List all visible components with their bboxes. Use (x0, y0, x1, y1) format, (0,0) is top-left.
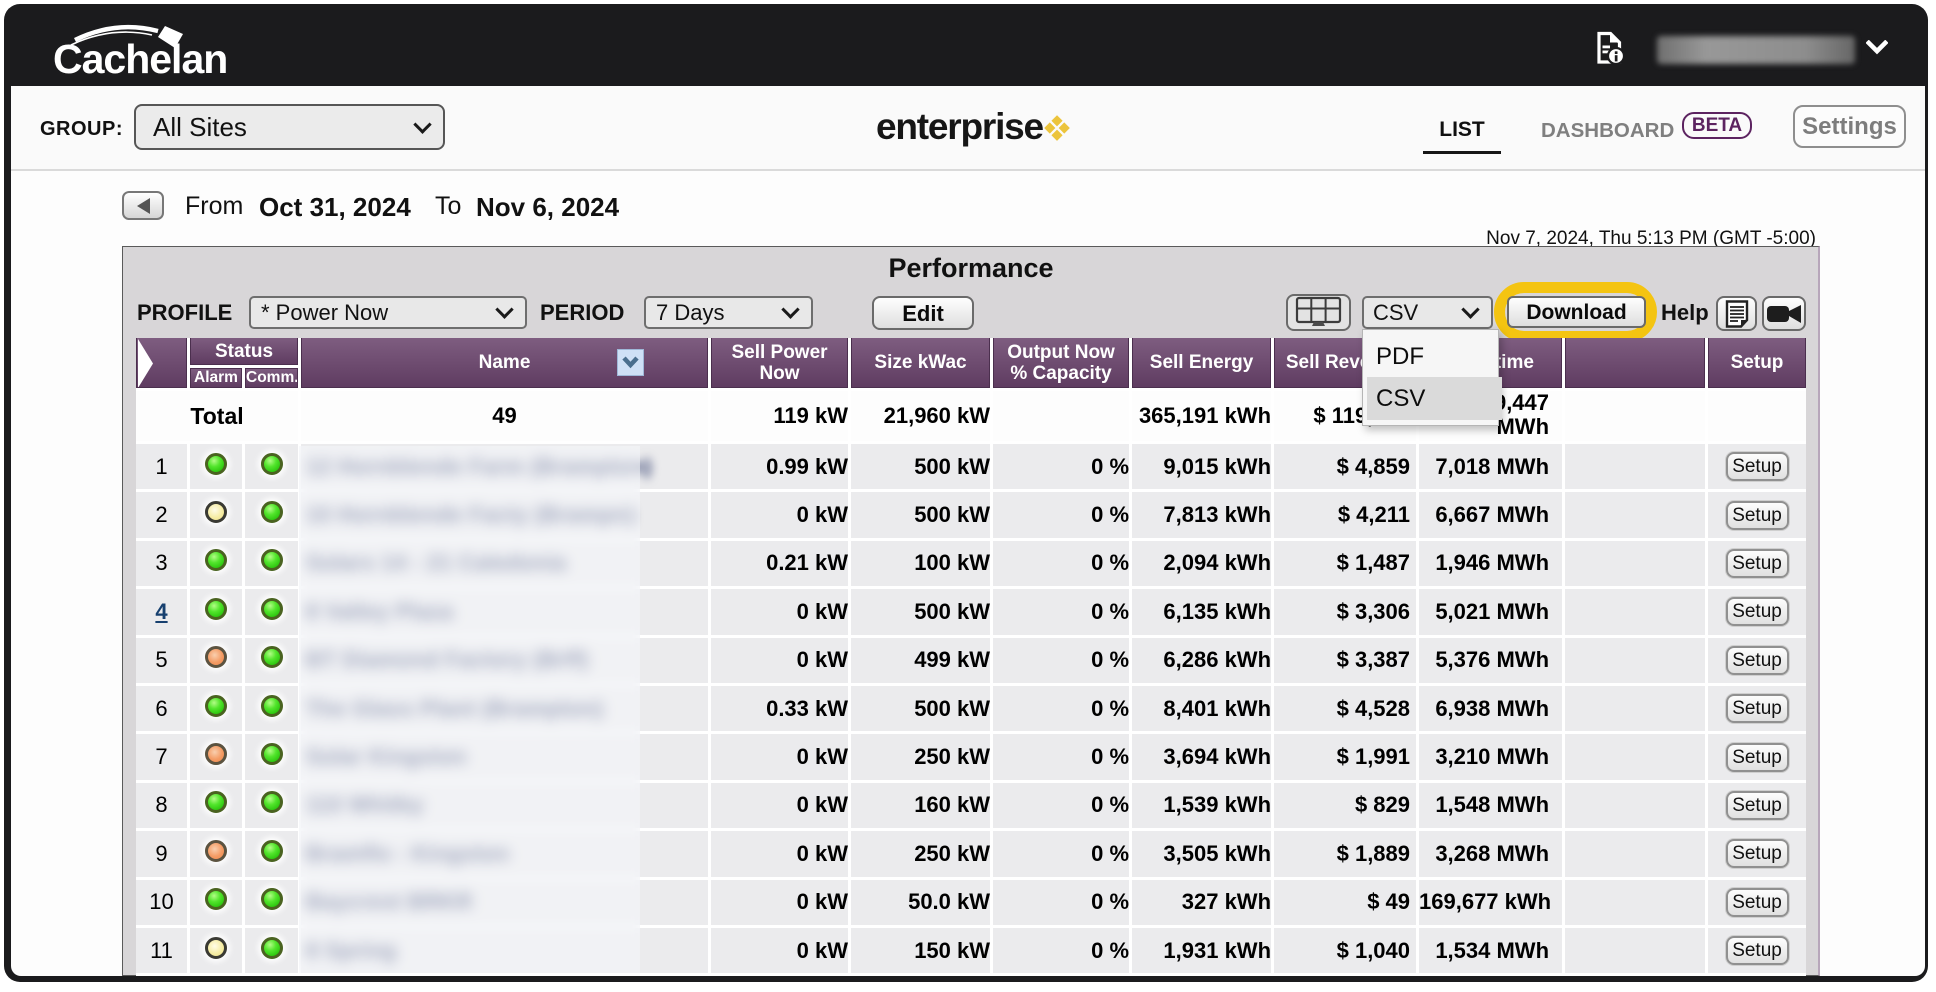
svg-text:Cachelan: Cachelan (53, 36, 227, 80)
